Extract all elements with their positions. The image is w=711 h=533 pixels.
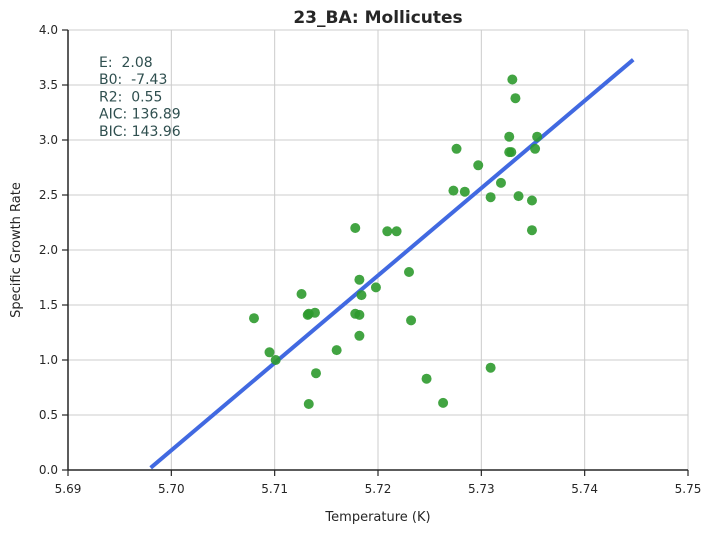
data-point: [532, 131, 543, 142]
data-point: [354, 330, 365, 341]
y-tick-label: 2.5: [39, 188, 58, 202]
data-point: [526, 225, 537, 236]
data-point: [506, 147, 517, 158]
data-point: [382, 226, 393, 237]
annotation-line: BIC: 143.96: [99, 124, 181, 140]
y-tick-label: 2.0: [39, 243, 58, 257]
data-point: [249, 313, 259, 324]
chart-title: 23_BA: Mollicutes: [293, 8, 462, 28]
data-point: [296, 289, 307, 299]
data-point: [495, 177, 506, 188]
data-point: [513, 191, 524, 202]
data-point: [311, 368, 321, 379]
data-point: [485, 362, 496, 373]
annotation-line: R2: 0.55: [99, 89, 162, 105]
data-point: [370, 282, 381, 293]
y-tick-label: 1.5: [39, 298, 58, 312]
fit-line: [149, 58, 635, 470]
data-point: [331, 345, 342, 356]
data-point: [485, 192, 496, 203]
annotation-line: AIC: 136.89: [99, 107, 181, 123]
data-point: [451, 143, 462, 154]
fit-line-group: [149, 58, 635, 470]
data-point: [404, 267, 414, 277]
y-tick-label: 1.0: [39, 353, 58, 367]
data-point: [438, 397, 449, 408]
x-tick-label: 5.71: [261, 482, 288, 496]
points-group: [249, 74, 543, 409]
y-tick-label: 0.0: [39, 463, 58, 477]
data-point: [530, 143, 541, 154]
x-tick-label: 5.75: [675, 482, 702, 496]
x-ticks: 5.69 5.70 5.71 5.72 5.73 5.74 5.75: [55, 470, 702, 496]
data-point: [459, 186, 470, 197]
data-point: [526, 195, 537, 206]
y-tick-label: 3.0: [39, 133, 58, 147]
y-axis-label: Specific Growth Rate: [9, 182, 24, 318]
x-tick-label: 5.73: [468, 482, 495, 496]
x-axis-label: Temperature (K): [324, 510, 430, 525]
annotation-line: E: 2.08: [99, 55, 153, 71]
x-tick-label: 5.70: [158, 482, 185, 496]
x-tick-label: 5.74: [571, 482, 598, 496]
data-point: [350, 223, 361, 233]
data-point: [354, 309, 365, 320]
data-point: [303, 399, 314, 409]
data-point: [421, 373, 432, 384]
data-point: [473, 160, 484, 171]
y-tick-label: 3.5: [39, 78, 58, 92]
data-point: [309, 307, 320, 318]
y-tick-label: 0.5: [39, 408, 58, 422]
annotation-line: B0: -7.43: [99, 72, 167, 88]
data-point: [448, 185, 459, 196]
y-ticks: 0.0 0.5 1.0 1.5 2.0 2.5 3.0 3.5 4.0: [39, 23, 68, 477]
y-tick-label: 4.0: [39, 23, 58, 37]
data-point: [510, 93, 521, 104]
data-point: [504, 131, 515, 142]
data-point: [356, 290, 367, 301]
data-point: [264, 347, 275, 358]
data-point: [354, 274, 365, 285]
data-point: [270, 355, 281, 365]
x-tick-label: 5.69: [55, 482, 82, 496]
data-point: [406, 315, 417, 326]
data-point: [507, 74, 518, 85]
x-tick-label: 5.72: [365, 482, 392, 496]
data-point: [391, 226, 402, 237]
